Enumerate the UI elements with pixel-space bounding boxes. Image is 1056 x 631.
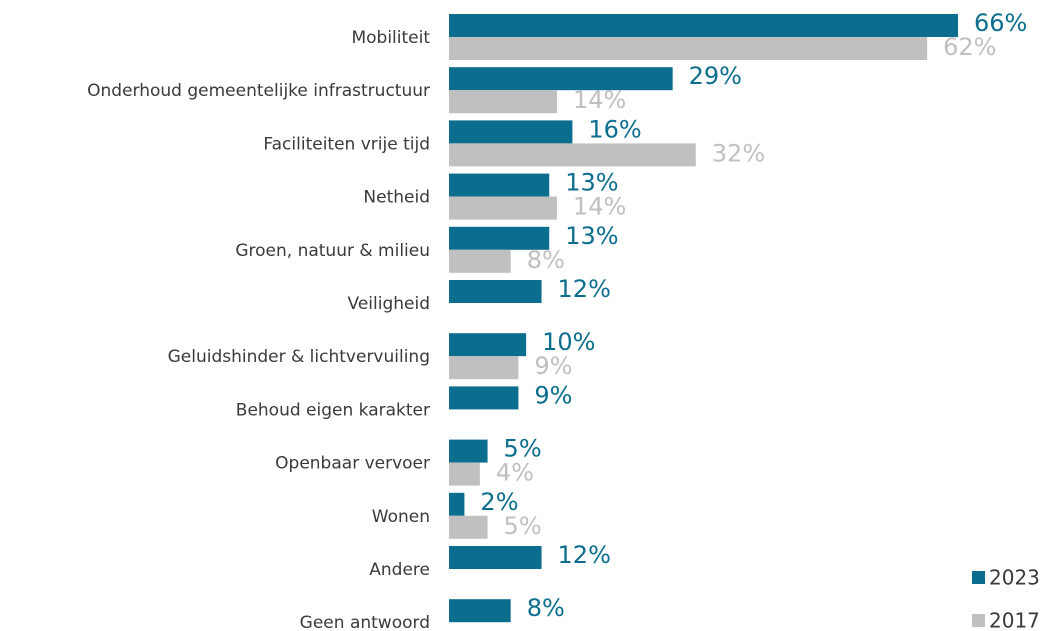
value-label: 4%: [496, 459, 534, 487]
value-label: 14%: [573, 86, 626, 114]
category-label: Openbaar vervoer: [275, 454, 430, 474]
value-label: 14%: [573, 193, 626, 221]
value-label: 13%: [565, 222, 618, 250]
value-label: 9%: [534, 381, 572, 409]
value-label: 5%: [504, 435, 542, 463]
category-label: Netheid: [363, 188, 430, 208]
value-label: 13%: [565, 169, 618, 197]
value-label: 12%: [558, 541, 611, 569]
bar: [449, 67, 673, 91]
category-label: Behoud eigen karakter: [236, 400, 430, 420]
category-label: Groen, natuur & milieu: [235, 241, 430, 261]
legend-label: 2017: [989, 609, 1040, 631]
bar: [449, 280, 542, 303]
bar: [449, 249, 511, 273]
bar: [449, 356, 519, 380]
value-label: 12%: [558, 275, 611, 303]
category-label: Wonen: [372, 507, 430, 527]
bar: [449, 14, 958, 37]
bar: [449, 599, 511, 623]
legend-swatch: [972, 571, 985, 584]
legend-label: 2023: [989, 566, 1040, 590]
value-label: 5%: [504, 512, 542, 540]
value-label: 32%: [712, 139, 765, 167]
category-label: Veiligheid: [348, 294, 430, 314]
value-label: 10%: [542, 328, 595, 356]
bar: [449, 492, 465, 516]
value-label: 62%: [943, 33, 996, 61]
value-label: 9%: [534, 352, 572, 380]
bar: [449, 439, 488, 463]
bar: [449, 173, 550, 197]
legend-swatch: [972, 614, 985, 627]
bar: [449, 386, 519, 410]
value-label: 66%: [974, 9, 1027, 37]
value-label: 16%: [588, 115, 641, 143]
bar: [449, 120, 573, 144]
value-label: 8%: [527, 594, 565, 622]
category-label: Onderhoud gemeentelijke infrastructuur: [87, 81, 430, 101]
category-label: Geluidshinder & lichtvervuiling: [168, 347, 430, 367]
bar: [449, 143, 696, 167]
category-label: Geen antwoord: [300, 613, 430, 631]
bar: [449, 37, 928, 60]
bar: [449, 226, 550, 250]
bar: [449, 546, 542, 569]
value-label: 8%: [527, 246, 565, 274]
bar: [449, 462, 480, 486]
category-label: Mobiliteit: [351, 28, 430, 48]
bar: [449, 333, 527, 357]
value-label: 29%: [689, 62, 742, 90]
category-label: Faciliteiten vrije tijd: [263, 134, 430, 154]
bar: [449, 196, 557, 220]
bar: [449, 90, 557, 114]
value-label: 2%: [480, 488, 518, 516]
bar: [449, 515, 488, 539]
category-label: Andere: [369, 560, 430, 580]
